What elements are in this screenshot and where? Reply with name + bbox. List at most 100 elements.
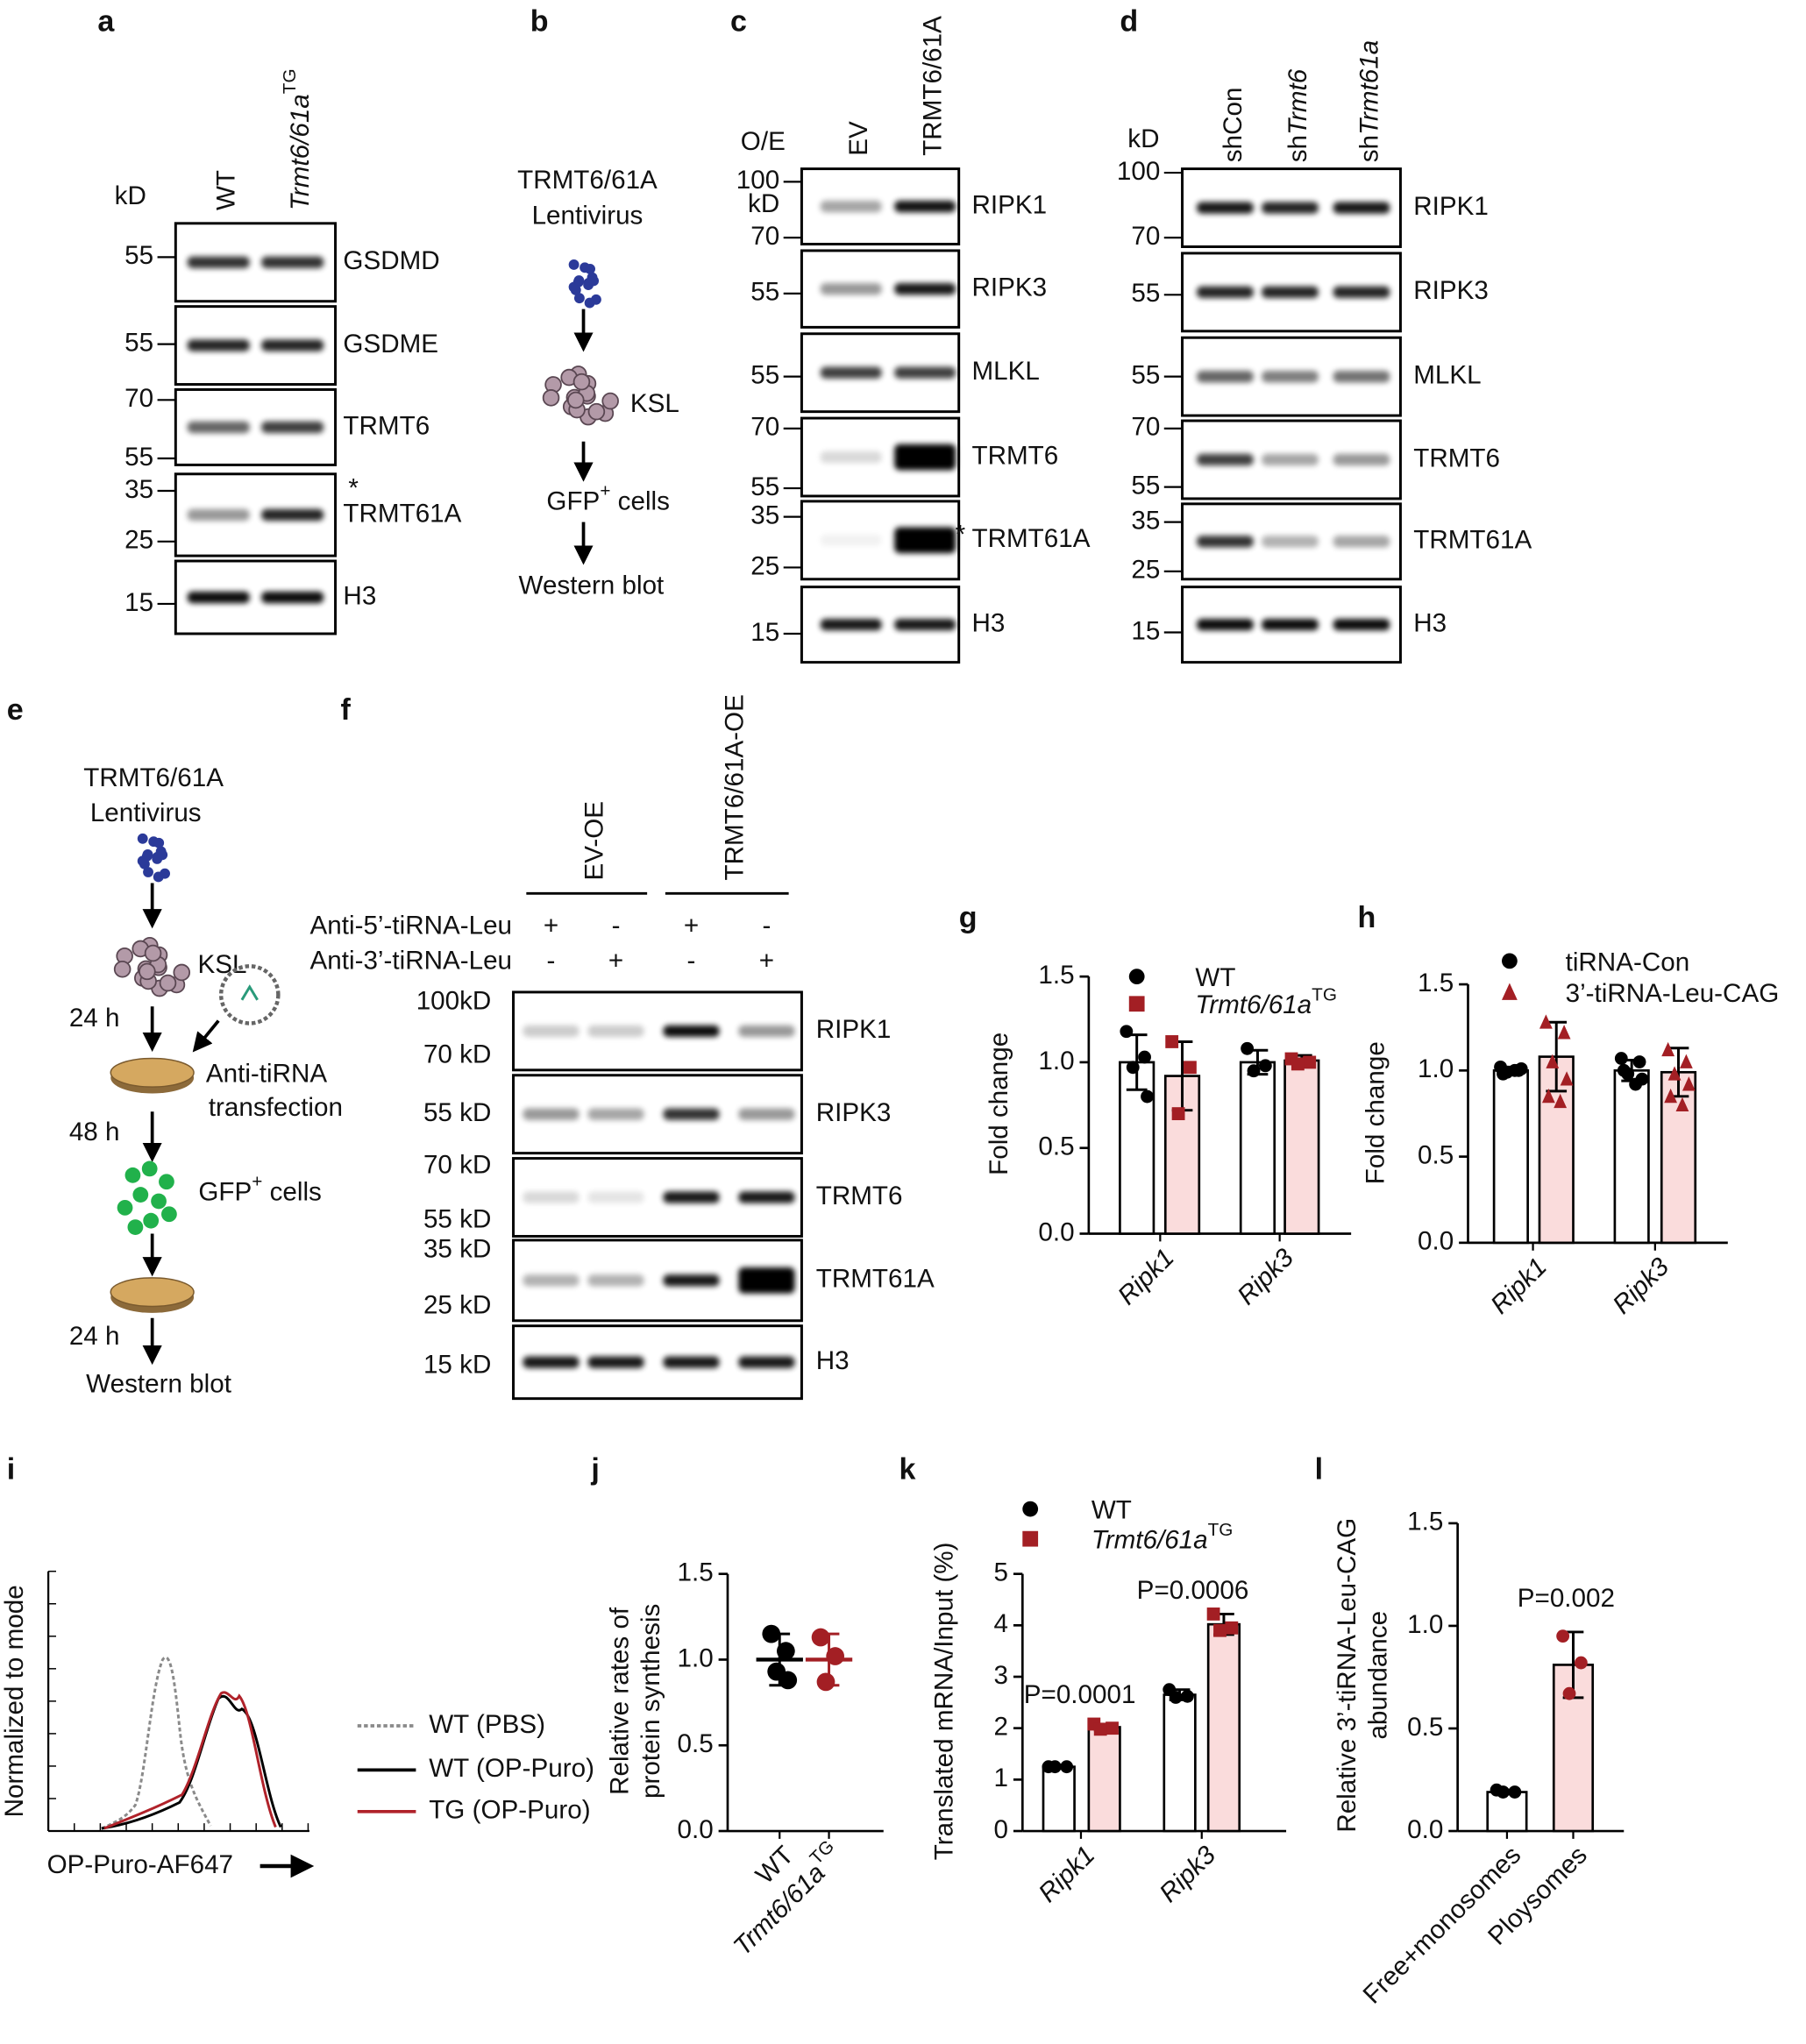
virus xyxy=(585,263,596,274)
band xyxy=(187,508,250,522)
band xyxy=(1197,536,1254,548)
treatment-label: Anti-5’-tiRNA-Leu xyxy=(310,912,512,940)
point xyxy=(1664,1088,1678,1104)
marker-label: 25 xyxy=(124,526,153,555)
text: EV xyxy=(844,121,873,156)
legend-sup: TG xyxy=(1208,1520,1234,1540)
band xyxy=(261,339,324,351)
band-label: TRMT6 xyxy=(972,441,1059,470)
panel-label: b xyxy=(530,5,549,39)
bar xyxy=(1283,1059,1320,1235)
y-axis-label: Translated mRNA/Input (%) xyxy=(930,1542,959,1860)
marker-label: 25 xyxy=(750,551,779,580)
point xyxy=(1614,1052,1628,1065)
gfp-cell xyxy=(117,1199,133,1216)
band xyxy=(894,444,956,471)
marker-label: 70 xyxy=(750,222,779,251)
band xyxy=(820,534,882,547)
sup: TG xyxy=(281,68,301,94)
treatment-label: Anti-3’-tiRNA-Leu xyxy=(310,947,512,976)
bar xyxy=(1163,1693,1197,1833)
x-tick-label: Ripk3 xyxy=(1154,1841,1221,1908)
y-tick-label: 0.0 xyxy=(1407,1815,1443,1844)
band xyxy=(1333,370,1390,383)
y-axis-label: Normalized to mode xyxy=(0,1585,29,1817)
legend-label: 3’-tiRNA-Leu-CAG xyxy=(1566,979,1780,1008)
band xyxy=(820,451,882,464)
prefix: sh xyxy=(1283,135,1312,162)
y-tick-label: 1.0 xyxy=(1418,1054,1454,1083)
point xyxy=(1106,1721,1119,1735)
cell xyxy=(587,402,606,421)
gfp-cell xyxy=(143,1212,160,1229)
point xyxy=(826,1647,845,1665)
band xyxy=(820,366,882,379)
text: shCon xyxy=(1219,88,1248,163)
flow-curve xyxy=(101,1694,282,1830)
point xyxy=(1675,1097,1689,1112)
annotation: P=0.0006 xyxy=(1137,1576,1249,1605)
point xyxy=(1661,1041,1675,1057)
lane-label: shTrmt61a xyxy=(1354,40,1383,162)
text: EV-OE xyxy=(579,801,608,881)
marker-label: 55 xyxy=(750,472,779,501)
legend-name: 3’-tiRNA-Leu-CAG xyxy=(1566,979,1780,1008)
point xyxy=(811,1628,830,1647)
point xyxy=(1303,1055,1317,1069)
virus xyxy=(588,275,600,287)
y-tick-label: 2 xyxy=(994,1713,1008,1742)
band-label: TRMT61A xyxy=(343,499,461,528)
band xyxy=(261,508,324,522)
y-tick-label: 0.5 xyxy=(1038,1132,1074,1161)
band xyxy=(261,256,324,268)
rest: cells xyxy=(610,486,670,515)
point xyxy=(1169,1691,1183,1704)
point xyxy=(1093,1722,1107,1736)
sign: + xyxy=(759,947,774,976)
legend-name: Trmt6/61a xyxy=(1091,1525,1208,1554)
point xyxy=(1060,1760,1074,1774)
bar xyxy=(1239,1061,1276,1235)
band xyxy=(1197,286,1254,299)
scheme-text: KSL xyxy=(630,389,679,418)
band xyxy=(663,1274,720,1287)
band xyxy=(1333,453,1390,466)
bar xyxy=(1087,1726,1121,1833)
marker-label: 70 xyxy=(1131,222,1160,251)
x-tick-label: Ripk1 xyxy=(1485,1253,1553,1320)
bar xyxy=(1492,1068,1529,1245)
gfp-cell xyxy=(161,1206,177,1223)
panel-label: c xyxy=(730,5,747,39)
y-tick-label: 0.5 xyxy=(1418,1140,1454,1169)
cell xyxy=(113,960,132,978)
band xyxy=(587,1108,644,1120)
band-label: H3 xyxy=(343,581,376,610)
y-tick-label: 3 xyxy=(994,1661,1008,1690)
gfp-cell xyxy=(127,1219,144,1235)
y-tick-label: 1.5 xyxy=(678,1558,714,1586)
point xyxy=(762,1624,781,1643)
scheme-text: 24 h xyxy=(69,1322,120,1351)
virus xyxy=(153,837,165,848)
point xyxy=(1557,1025,1571,1040)
band-label: H3 xyxy=(816,1346,850,1375)
sup: + xyxy=(600,481,610,501)
bar xyxy=(1206,1622,1241,1833)
kd-label: kD xyxy=(748,189,779,218)
band xyxy=(187,339,250,351)
marker-label: 55 xyxy=(1131,471,1160,500)
y-tick-label: 1.0 xyxy=(678,1643,714,1672)
rest: cells xyxy=(262,1177,321,1206)
band xyxy=(587,1274,644,1287)
marker-label: 55 xyxy=(124,241,153,270)
marker-label: 55 xyxy=(750,360,779,389)
y-axis-label: abundance xyxy=(1364,1611,1393,1740)
panel-label: k xyxy=(899,1453,916,1487)
band-label: RIPK1 xyxy=(972,190,1048,219)
virus xyxy=(573,293,585,304)
point xyxy=(1554,1093,1568,1109)
point xyxy=(1225,1621,1239,1635)
band xyxy=(261,421,324,434)
band-label: TRMT61A xyxy=(972,524,1091,553)
band xyxy=(187,421,250,434)
